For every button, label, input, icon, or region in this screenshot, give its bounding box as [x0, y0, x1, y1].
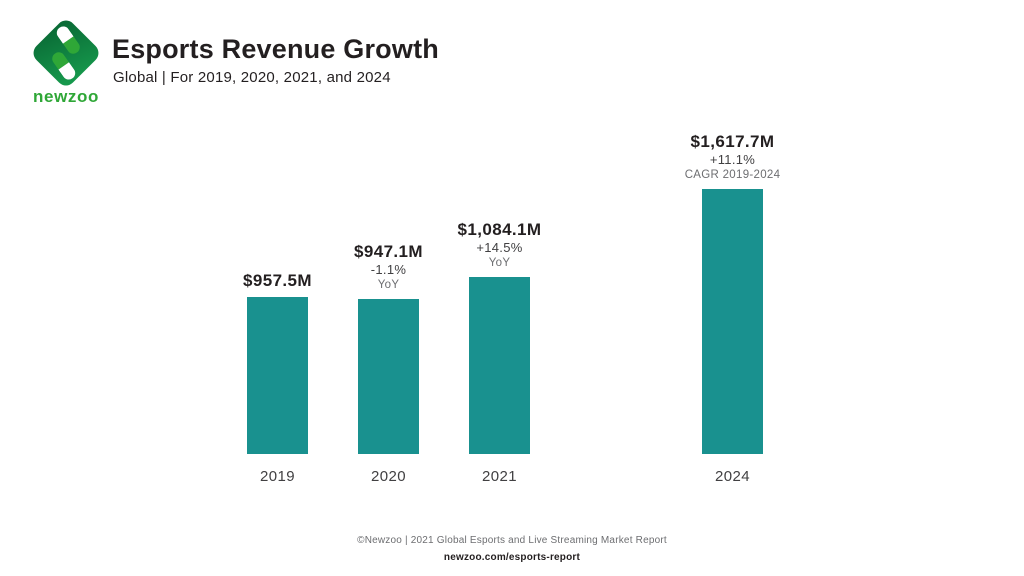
bar-group-2021: $1,084.1M +14.5% YoY 2021	[458, 0, 542, 576]
bar-label-2020: $947.1M -1.1% YoY	[279, 243, 499, 291]
source-attribution: ©Newzoo | 2021 Global Esports and Live S…	[357, 535, 667, 546]
bar-group-2019: $957.5M 2019	[243, 0, 312, 576]
bar-change-label: -1.1%	[370, 262, 407, 277]
bar-2024	[702, 189, 763, 454]
bar-label-2019: $957.5M	[168, 272, 388, 289]
bar-change-period-label: YoY	[377, 279, 400, 291]
brand-name: newzoo	[33, 87, 99, 106]
x-axis-label-2021: 2021	[482, 468, 517, 485]
bar-change-label: +14.5%	[476, 240, 523, 255]
bar-value-label: $957.5M	[243, 271, 312, 290]
x-axis-label-2020: 2020	[371, 468, 406, 485]
page-subtitle: Global | For 2019, 2020, 2021, and 2024	[113, 69, 391, 86]
bar-value-label: $947.1M	[354, 242, 423, 261]
report-link[interactable]: newzoo.com/esports-report	[443, 552, 581, 563]
newzoo-logo: newzoo	[27, 15, 105, 105]
bar-value-label: $1,084.1M	[457, 220, 542, 239]
newzoo-diamond-icon	[33, 20, 99, 86]
bar-label-2024: $1,617.7M +11.1% CAGR 2019-2024	[623, 133, 843, 181]
bar-change-period-label: YoY	[488, 257, 511, 269]
bar-label-2021: $1,084.1M +14.5% YoY	[390, 221, 610, 269]
page-title: Esports Revenue Growth	[112, 34, 439, 64]
x-axis-label-2019: 2019	[260, 468, 295, 485]
bar-change-period-label: CAGR 2019-2024	[684, 169, 781, 181]
footer: ©Newzoo | 2021 Global Esports and Live S…	[0, 534, 1024, 565]
bar-2021	[469, 277, 530, 454]
x-axis-label-2024: 2024	[715, 468, 750, 485]
bar-change-label: +11.1%	[709, 152, 756, 167]
bar-value-label: $1,617.7M	[690, 132, 775, 151]
bar-group-2024: $1,617.7M +11.1% CAGR 2019-2024 2024	[685, 0, 780, 576]
bar-2019	[247, 297, 308, 454]
bar-2020	[358, 299, 419, 454]
bar-group-2020: $947.1M -1.1% YoY 2020	[354, 0, 423, 576]
